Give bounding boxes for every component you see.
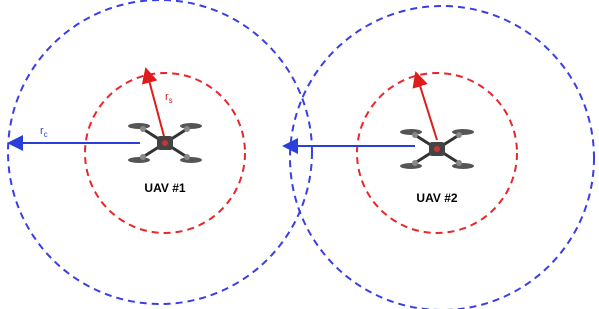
uav-icon — [400, 129, 474, 169]
page: {"diagram": { "labels": { "uav1": "UAV #… — [0, 0, 599, 309]
diagram: rc rs UAV #1 UAV #2 — [0, 0, 599, 309]
rs-label: rs — [165, 91, 173, 105]
sensing-radius-arrow — [416, 73, 437, 140]
communication-range-2 — [290, 6, 594, 309]
subscript: c — [44, 130, 48, 139]
rc-label: rc — [40, 125, 48, 139]
communication-range-1 — [8, 0, 312, 304]
uav-label: UAV #2 — [416, 191, 457, 205]
sensing-radius-arrow — [146, 69, 165, 140]
uav-label: UAV #1 — [144, 181, 185, 195]
subscript: s — [169, 96, 173, 105]
